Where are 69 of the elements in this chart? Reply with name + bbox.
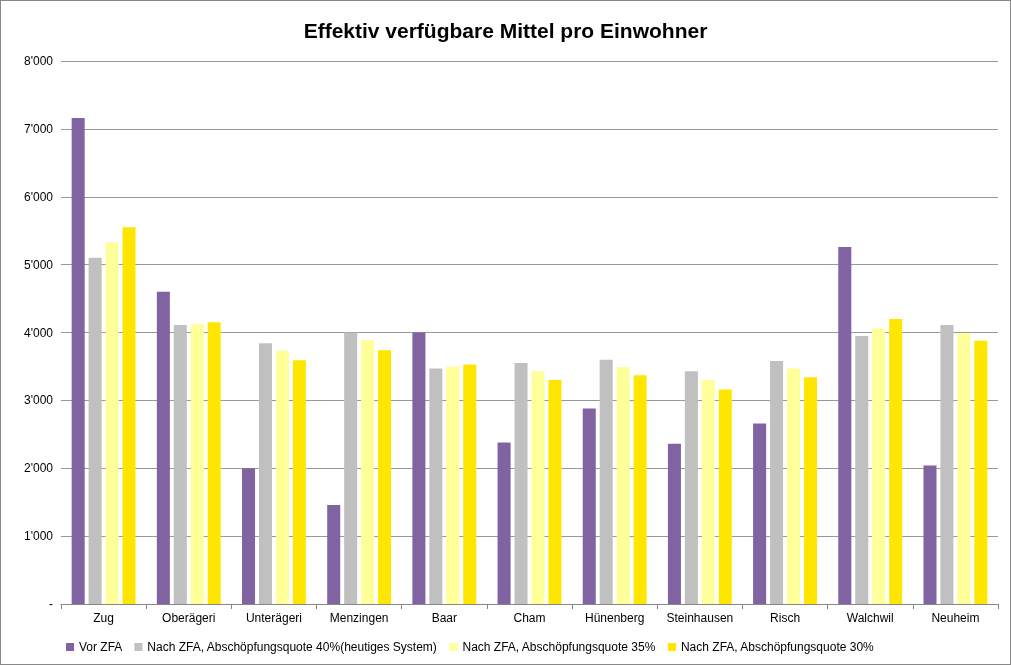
bar	[190, 324, 204, 604]
x-tick-label: Walchwil	[846, 611, 894, 625]
bar	[787, 368, 801, 604]
bar	[361, 339, 375, 604]
x-tick-label: Cham	[513, 611, 546, 625]
y-tick-label: 1'000	[24, 529, 54, 544]
bar	[838, 246, 852, 604]
bar	[71, 118, 85, 604]
bar	[105, 242, 119, 604]
bar	[701, 380, 715, 604]
bar	[292, 360, 306, 604]
bar	[344, 332, 358, 604]
bar	[940, 325, 954, 604]
bar	[753, 423, 767, 604]
bar	[429, 368, 443, 604]
bar	[122, 227, 136, 604]
bar	[923, 465, 937, 604]
chart-title: Effektiv verfügbare Mittel pro Einwohner	[303, 19, 708, 42]
bar	[548, 380, 562, 604]
x-tick-label: Baar	[431, 611, 457, 625]
bar	[872, 328, 886, 604]
x-tick-label: Unterägeri	[245, 611, 302, 625]
bar	[378, 350, 392, 604]
bar	[88, 257, 102, 604]
bar	[275, 350, 289, 604]
bar	[497, 442, 511, 604]
bar	[974, 340, 988, 604]
bar	[855, 335, 869, 604]
y-tick-label: 6'000	[24, 189, 54, 204]
x-tick-label: Hünenberg	[584, 611, 645, 625]
y-tick-label: -	[49, 597, 53, 611]
bar	[667, 443, 681, 604]
bar	[957, 333, 971, 604]
y-tick-label: 7'000	[24, 121, 54, 136]
y-tick-label: 3'000	[24, 393, 54, 408]
bar	[412, 332, 426, 604]
bar	[889, 318, 903, 604]
bar	[684, 371, 698, 604]
legend-label: Nach ZFA, Abschöpfungsquote 40%(heutiges System)	[147, 640, 437, 654]
y-tick-label: 4'000	[24, 325, 54, 340]
bar	[718, 389, 732, 604]
bar	[463, 364, 477, 604]
bar	[633, 375, 647, 604]
y-tick-label: 8'000	[24, 54, 54, 68]
y-tick-label: 5'000	[24, 257, 54, 272]
x-tick-label: Oberägeri	[162, 611, 216, 625]
bar	[156, 291, 170, 604]
x-tick-label: Neuheim	[931, 611, 980, 625]
x-tick-label: Risch	[770, 611, 801, 625]
bar	[446, 366, 460, 604]
legend-label: Vor ZFA	[79, 640, 123, 654]
bar	[531, 371, 545, 604]
legend-label: Nach ZFA, Abschöpfungsquote 30%	[680, 640, 875, 654]
x-tick-label: Zug	[93, 611, 114, 625]
y-tick-label: 2'000	[24, 461, 54, 476]
bar	[616, 367, 630, 604]
bar	[803, 377, 817, 604]
legend-label: Nach ZFA, Abschöpfungsquote 35%	[462, 640, 656, 654]
bar	[242, 468, 256, 604]
bar	[599, 359, 613, 604]
x-tick-label: Steinhausen	[666, 611, 734, 625]
x-tick-label: Menzingen	[329, 611, 389, 625]
bar	[770, 361, 784, 604]
bar	[514, 363, 528, 604]
bar	[582, 408, 596, 604]
bar	[327, 504, 341, 604]
bar	[207, 322, 221, 604]
bar	[258, 343, 272, 604]
bar	[173, 325, 187, 604]
